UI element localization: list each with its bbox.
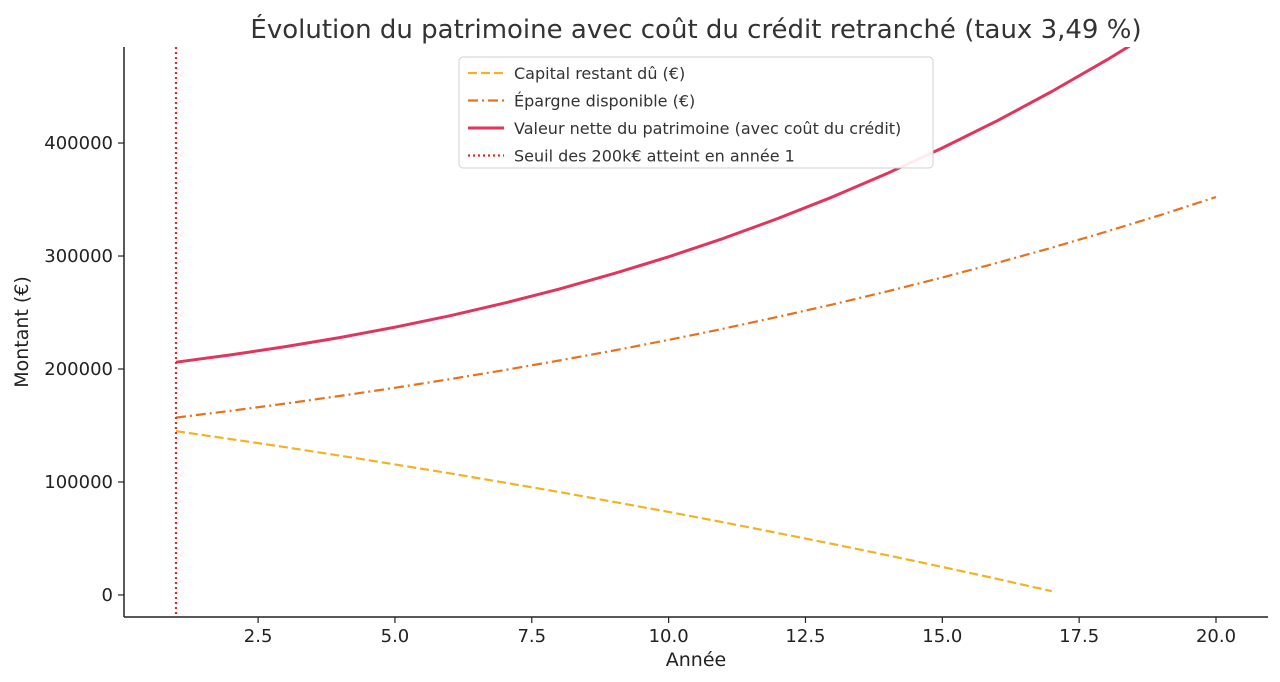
legend-label: Épargne disponible (€) [514, 92, 695, 111]
y-tick-label: 400000 [44, 133, 113, 154]
legend-label: Capital restant dû (€) [514, 64, 685, 83]
x-tick-label: 17.5 [1059, 626, 1099, 647]
legend-label: Seuil des 200k€ atteint en année 1 [514, 147, 795, 166]
series-1-line [175, 430, 1053, 593]
series-2-line [175, 195, 1217, 419]
x-tick-label: 10.0 [649, 626, 689, 647]
series-3-line [175, 47, 1131, 364]
legend-label: Valeur nette du patrimoine (avec coût du… [514, 119, 901, 138]
ticks-layer: 2.5 5.0 7.5 10.0 12.5 15.0 17.5 20.0 0 100000 2000… [44, 133, 1236, 647]
x-tick-label: 12.5 [785, 626, 825, 647]
chart-title: Évolution du patrimoine avec coût du cré… [250, 13, 1141, 45]
legend-frame [458, 56, 934, 169]
series-layer [174, 47, 1217, 617]
x-tick-label: 20.0 [1196, 626, 1236, 647]
y-tick-label: 300000 [44, 246, 113, 267]
y-tick-label: 200000 [44, 359, 113, 380]
x-tick-label: 2.5 [244, 626, 273, 647]
y-axis-label: Montant (€) [11, 276, 33, 388]
x-tick-label: 7.5 [517, 626, 546, 647]
legend: Capital restant dû (€) Épargne disponible… [458, 56, 934, 169]
x-tick-label: 15.0 [922, 626, 962, 647]
y-tick-label: 0 [102, 585, 113, 606]
y-tick-label: 100000 [44, 472, 113, 493]
x-axis-label: Année [666, 649, 726, 671]
x-tick-label: 5.0 [381, 626, 410, 647]
